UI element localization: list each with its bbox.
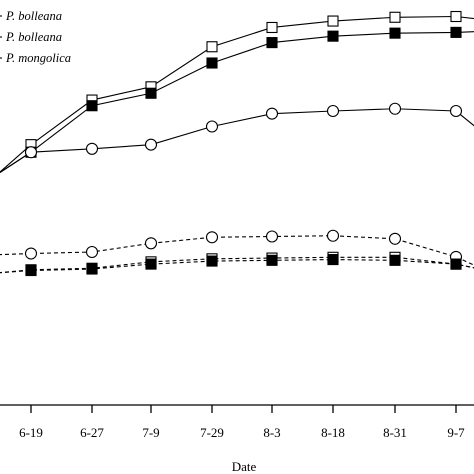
x-tick-label: 7-9 [142,425,159,440]
series-solid-open-square [0,10,474,173]
data-point [206,57,218,69]
x-tick-label: 6-19 [19,425,43,440]
data-point [206,255,218,267]
series-dashed-open-square [0,251,474,276]
data-point [206,41,218,53]
series-line [0,31,474,174]
legend-item: P. mongolica [0,51,71,65]
x-tick-label: 6-27 [80,425,104,440]
series-line [0,256,474,274]
data-point [145,258,157,270]
data-point [326,104,340,118]
data-point [450,10,462,23]
data-point [25,264,37,277]
series-line [0,15,474,173]
data-point [86,100,98,112]
data-point [327,254,339,266]
legend: P. bolleana P. bolleana P. mongolica [0,9,71,65]
series-line [0,108,474,174]
data-point [388,232,402,245]
x-tick-label: 9-7 [447,425,465,440]
legend-label: P. bolleana [5,30,62,44]
series-solid-filled-square [0,26,474,174]
data-point [326,229,340,242]
series-line [0,259,474,274]
data-point [205,120,219,133]
x-tick-label: 8-31 [383,425,407,440]
series-solid-open-circle [0,102,474,174]
data-point [145,87,157,99]
data-point [327,30,339,42]
legend-label: P. bolleana [5,9,62,23]
x-axis [0,404,474,413]
data-point [24,146,38,159]
data-point [450,26,462,38]
legend-item: P. bolleana [0,30,62,44]
data-point [327,15,339,27]
data-point [205,231,219,244]
data-point [85,245,99,259]
data-point [389,27,401,39]
data-point [265,230,279,243]
data-point [389,254,401,266]
data-point [24,247,38,260]
data-point [266,37,278,49]
data-point [266,21,278,34]
x-axis-title: Date [232,459,257,474]
x-tick-label: 8-3 [263,425,280,440]
legend-item: P. bolleana [0,9,62,23]
data-point [265,107,279,120]
data-point [389,11,401,23]
x-tick-label: 7-29 [200,425,224,440]
series-line [0,235,474,266]
data-point [144,237,158,250]
series-dashed-filled-square [0,254,474,277]
data-point [266,254,278,266]
x-tick-label: 8-18 [321,425,345,440]
data-point [144,138,158,151]
data-point [85,142,99,155]
data-point [388,102,402,115]
data-point [450,258,462,270]
x-tick-labels: 6-19 6-27 7-9 7-29 8-3 8-18 8-31 9-7 [19,425,465,440]
data-point [449,104,463,118]
series-layer [0,10,474,277]
legend-label: P. mongolica [5,51,71,65]
data-point [86,263,98,275]
